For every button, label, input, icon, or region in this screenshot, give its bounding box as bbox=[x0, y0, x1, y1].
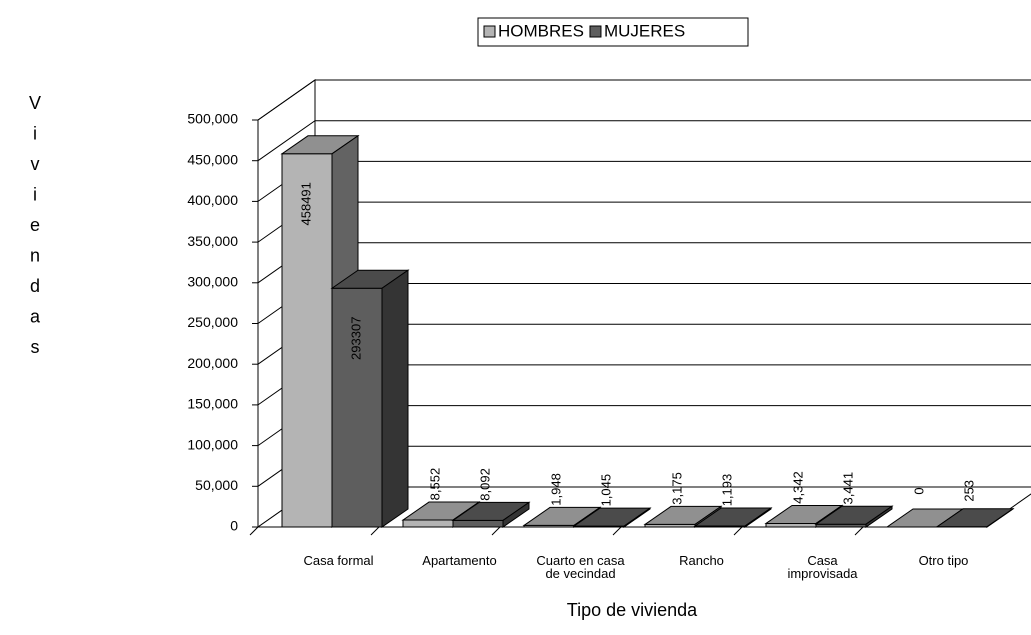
y-tick-label: 400,000 bbox=[187, 192, 238, 208]
x-tick-label: Cuarto en casa de vecindad bbox=[536, 553, 625, 581]
legend: HOMBRES MUJERES bbox=[477, 17, 749, 47]
value-label: 8,552 bbox=[427, 468, 442, 501]
y-tick-label: 300,000 bbox=[187, 274, 238, 290]
bar-side bbox=[381, 269, 409, 528]
value-label: 8,092 bbox=[477, 468, 492, 501]
value-label: 3,441 bbox=[840, 472, 855, 505]
legend-swatch bbox=[483, 25, 496, 38]
y-tick-label: 250,000 bbox=[187, 314, 238, 330]
bar-side bbox=[986, 507, 1014, 528]
bar bbox=[330, 269, 410, 528]
y-tick-label: 0 bbox=[230, 518, 238, 534]
x-tick bbox=[854, 526, 864, 536]
bar-side bbox=[744, 507, 772, 528]
y-tick-label: 500,000 bbox=[187, 111, 238, 127]
legend-box bbox=[477, 17, 749, 47]
value-label: 1,193 bbox=[719, 474, 734, 507]
x-tick-label: Rancho bbox=[679, 553, 724, 568]
bar bbox=[693, 507, 773, 528]
y-tick-label: 150,000 bbox=[187, 396, 238, 412]
bar-front bbox=[452, 519, 504, 528]
y-tick-label: 350,000 bbox=[187, 233, 238, 249]
bar-side bbox=[865, 505, 893, 528]
x-tick bbox=[733, 526, 743, 536]
value-label: 1,045 bbox=[598, 474, 613, 507]
x-tick bbox=[612, 526, 622, 536]
grid-line bbox=[257, 160, 1031, 202]
x-tick bbox=[370, 526, 380, 536]
value-label: 4,342 bbox=[790, 471, 805, 504]
value-label: 253 bbox=[961, 480, 976, 502]
grid-line bbox=[257, 79, 1031, 121]
bar bbox=[814, 505, 894, 528]
y-tick-label: 450,000 bbox=[187, 151, 238, 167]
x-tick-label: Casa formal bbox=[303, 553, 373, 568]
y-tick-label: 50,000 bbox=[195, 477, 238, 493]
x-axis-label: Tipo de vivienda bbox=[567, 600, 698, 620]
value-label: 293307 bbox=[348, 317, 363, 360]
grid-line bbox=[257, 120, 1031, 162]
value-label: 0 bbox=[911, 487, 926, 494]
x-tick-label: Casa improvisada bbox=[787, 553, 858, 581]
value-label: 1,948 bbox=[548, 473, 563, 506]
bar bbox=[935, 507, 1015, 528]
x-tick bbox=[491, 526, 501, 536]
x-tick-label: Apartamento bbox=[422, 553, 496, 568]
legend-label: MUJERES bbox=[604, 21, 685, 40]
y-tick-label: 100,000 bbox=[187, 436, 238, 452]
legend-swatch bbox=[589, 25, 602, 38]
y-tick-label: 200,000 bbox=[187, 355, 238, 371]
value-label: 458491 bbox=[298, 182, 313, 225]
x-tick bbox=[249, 526, 259, 536]
value-label: 3,175 bbox=[669, 472, 684, 505]
bar bbox=[451, 501, 531, 528]
bar bbox=[572, 507, 652, 528]
bar-front bbox=[765, 522, 817, 528]
grid-line bbox=[257, 201, 1031, 243]
legend-label: HOMBRES bbox=[498, 21, 584, 40]
bar-side bbox=[502, 501, 530, 528]
bar-side bbox=[623, 507, 651, 528]
x-tick-label: Otro tipo bbox=[919, 553, 969, 568]
bar-front bbox=[402, 519, 454, 528]
